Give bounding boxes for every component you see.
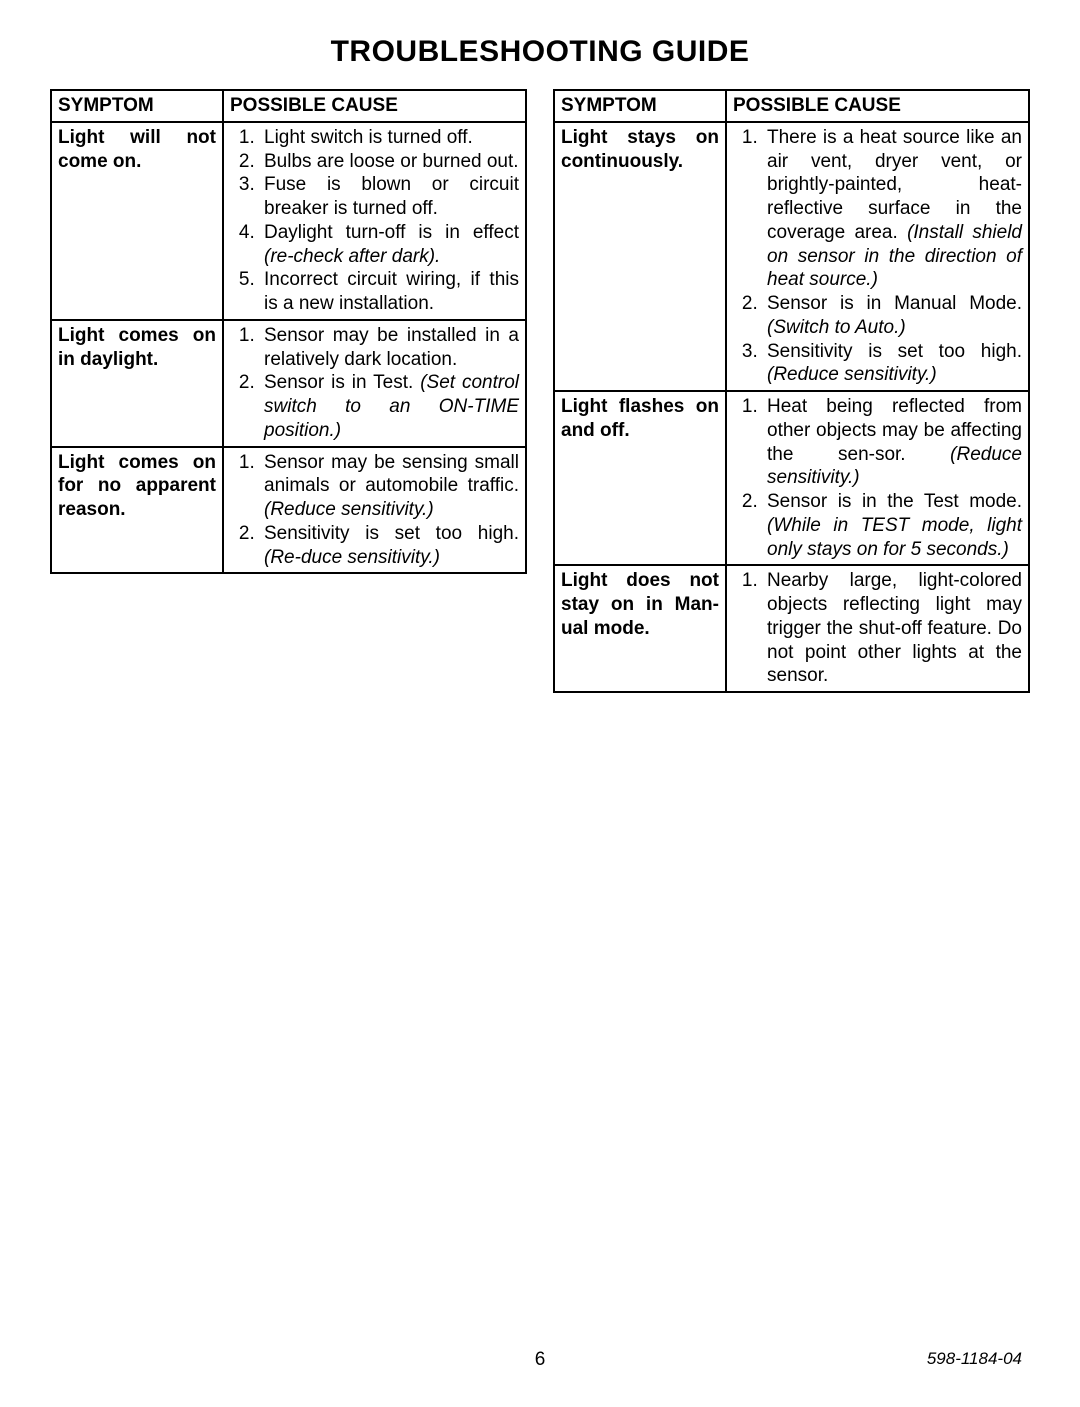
cause-item: Sensor is in the Test mode. (While in TE… [763, 490, 1022, 561]
symptom-cell: Light does not stay on in Man-ual mode. [554, 565, 726, 692]
cause-item: Incorrect circuit wiring, if this is a n… [260, 268, 519, 316]
cause-cell: Heat being reflected from other objects … [726, 391, 1029, 565]
cause-item: Daylight turn-off is in effect (re-check… [260, 221, 519, 269]
cause-item: Fuse is blown or circuit breaker is turn… [260, 173, 519, 221]
page-container: TROUBLESHOOTING GUIDE SYMPTOM POSSIBLE C… [0, 0, 1080, 693]
table-row: Light comes on in daylight. Sensor may be… [51, 320, 526, 447]
cause-item: Sensitivity is set too high. (Re-duce se… [260, 522, 519, 570]
table-row: Light will not come on.Light switch is t… [51, 122, 526, 320]
cause-item: Sensitivity is set too high. (Reduce sen… [763, 340, 1022, 388]
cause-cell: There is a heat source like an air vent,… [726, 122, 1029, 391]
two-column-layout: SYMPTOM POSSIBLE CAUSE Light will not co… [50, 89, 1030, 693]
troubleshooting-table-right: SYMPTOM POSSIBLE CAUSE Light stays on co… [553, 89, 1030, 693]
troubleshooting-table-left: SYMPTOM POSSIBLE CAUSE Light will not co… [50, 89, 527, 574]
header-cause: POSSIBLE CAUSE [223, 90, 526, 122]
symptom-cell: Light comes on in daylight. [51, 320, 223, 447]
cause-item: Sensor is in Manual Mode. (Switch to Aut… [763, 292, 1022, 340]
page-footer: 6 598-1184-04 [0, 1349, 1080, 1369]
left-column: SYMPTOM POSSIBLE CAUSE Light will not co… [50, 89, 527, 574]
cause-item: Bulbs are loose or burned out. [260, 150, 519, 174]
page-title: TROUBLESHOOTING GUIDE [50, 35, 1030, 69]
cause-cell: Light switch is turned off.Bulbs are loo… [223, 122, 526, 320]
table-row: Light flashes on and off. Heat being refl… [554, 391, 1029, 565]
cause-cell: Sensor may be installed in a relatively … [223, 320, 526, 447]
cause-cell: Nearby large, light-colored objects refl… [726, 565, 1029, 692]
header-cause: POSSIBLE CAUSE [726, 90, 1029, 122]
document-number: 598-1184-04 [927, 1349, 1022, 1369]
symptom-cell: Light comes on for no apparent reason. [51, 447, 223, 574]
symptom-cell: Light will not come on. [51, 122, 223, 320]
page-number: 6 [535, 1349, 546, 1371]
table-row: Light does not stay on in Man-ual mode. N… [554, 565, 1029, 692]
table-row: Light comes on for no apparent reason. Se… [51, 447, 526, 574]
cause-item: Heat being reflected from other objects … [763, 395, 1022, 490]
symptom-cell: Light stays on continuously. [554, 122, 726, 391]
table-row: Light stays on continuously.There is a h… [554, 122, 1029, 391]
cause-item: Sensor may be sensing small animals or a… [260, 451, 519, 522]
cause-cell: Sensor may be sensing small animals or a… [223, 447, 526, 574]
header-symptom: SYMPTOM [554, 90, 726, 122]
cause-item: Sensor may be installed in a relatively … [260, 324, 519, 372]
cause-item: Nearby large, light-colored objects refl… [763, 569, 1022, 688]
cause-item: Light switch is turned off. [260, 126, 519, 150]
cause-item: Sensor is in Test. (Set control switch t… [260, 371, 519, 442]
cause-item: There is a heat source like an air vent,… [763, 126, 1022, 292]
header-symptom: SYMPTOM [51, 90, 223, 122]
right-column: SYMPTOM POSSIBLE CAUSE Light stays on co… [553, 89, 1030, 693]
symptom-cell: Light flashes on and off. [554, 391, 726, 565]
